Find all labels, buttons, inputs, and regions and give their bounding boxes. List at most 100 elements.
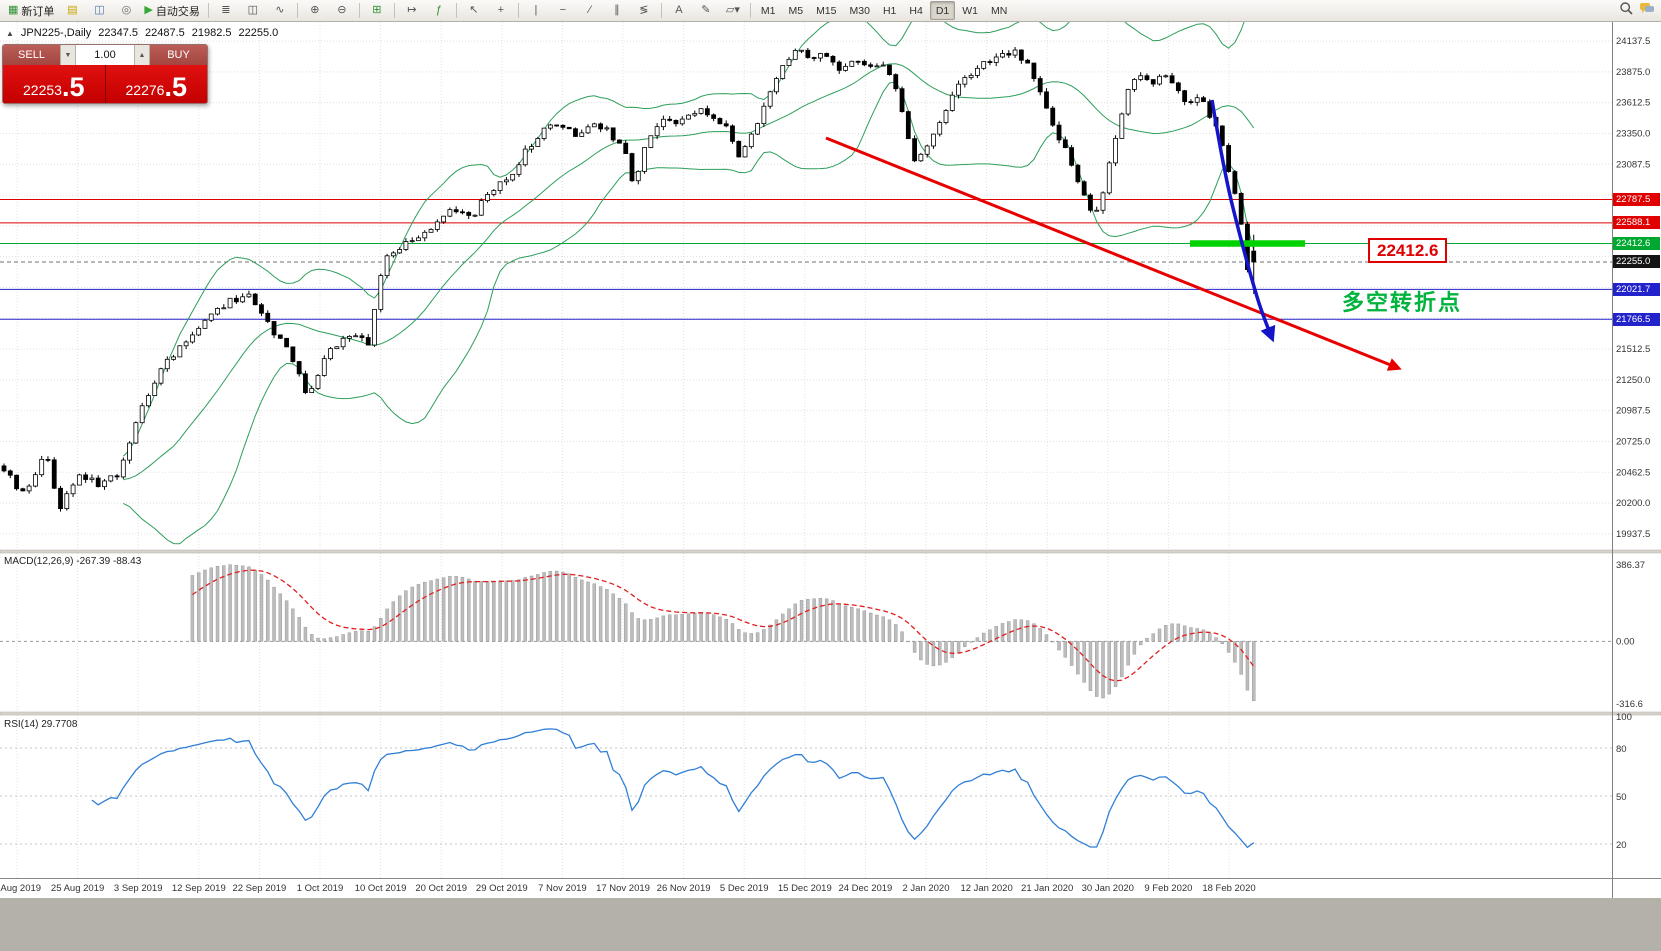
- svg-text:10 Oct 2019: 10 Oct 2019: [355, 883, 407, 894]
- indicators-button[interactable]: ƒ: [426, 1, 452, 21]
- svg-text:20462.5: 20462.5: [1616, 467, 1650, 478]
- timeframe-button-w1[interactable]: W1: [962, 4, 978, 17]
- fibonacci-icon: ≶: [639, 4, 649, 16]
- chart-canvas[interactable]: 5 Aug 2019 25 Aug 2019 3 Sep 2019 12 Sep 20…: [0, 22, 1661, 951]
- cursor-button[interactable]: ↖: [461, 1, 487, 21]
- toolbar-separator: [358, 3, 360, 18]
- line-chart-button[interactable]: ∿: [267, 1, 293, 21]
- toolbar-separator: [660, 3, 662, 18]
- svg-text:29 Oct 2019: 29 Oct 2019: [476, 883, 528, 894]
- search-icon: [1619, 1, 1634, 21]
- lot-size-input[interactable]: 1.00: [76, 45, 134, 65]
- timeframe-button-m30[interactable]: M30: [849, 4, 870, 17]
- one-click-trading-panel: SELL ▼ 1.00 ▲ BUY 22253 .5 22276 .5: [2, 44, 208, 104]
- vertical-line-button[interactable]: |: [523, 1, 549, 21]
- svg-text:23875.0: 23875.0: [1616, 67, 1650, 78]
- svg-text:21512.5: 21512.5: [1616, 344, 1650, 355]
- text-button[interactable]: A: [666, 1, 692, 21]
- search-button[interactable]: [1616, 1, 1636, 21]
- sell-button[interactable]: SELL: [3, 45, 60, 65]
- shapes-dropdown-button[interactable]: ▱▾: [720, 1, 746, 21]
- charts-button[interactable]: ◫: [86, 1, 112, 21]
- bar-chart-button[interactable]: ≣: [213, 1, 239, 21]
- trendline-button[interactable]: ∕: [577, 1, 603, 21]
- price-level-badge: 22021.7: [1613, 282, 1660, 296]
- lot-increase-button[interactable]: ▲: [134, 45, 150, 65]
- navigator-icon: ◎: [121, 4, 132, 16]
- macd-indicator-label: MACD(12,26,9) -267.39 -88.43: [4, 556, 142, 567]
- vertical-line-icon: |: [534, 4, 538, 16]
- chat-bubbles-icon: [1639, 1, 1655, 21]
- svg-text:386.37: 386.37: [1616, 560, 1645, 571]
- indicators-icon: ƒ: [435, 4, 442, 16]
- price-level-badge: 21766.5: [1613, 312, 1660, 326]
- zoom-out-button[interactable]: ⊖: [329, 1, 355, 21]
- charts-icon: ◫: [94, 4, 105, 16]
- svg-text:5 Aug 2019: 5 Aug 2019: [0, 883, 41, 894]
- new-order-button[interactable]: ▦ 新订单: [4, 1, 58, 21]
- sell-price-main: 22253: [23, 82, 62, 98]
- svg-text:24 Dec 2019: 24 Dec 2019: [838, 883, 892, 894]
- auto-trading-icon: ▶: [144, 4, 153, 16]
- auto-scroll-button[interactable]: ↦: [399, 1, 425, 21]
- fibonacci-button[interactable]: ≶: [631, 1, 657, 21]
- svg-text:12 Jan 2020: 12 Jan 2020: [960, 883, 1012, 894]
- buy-button[interactable]: BUY: [150, 45, 207, 65]
- arrows-button[interactable]: ✎: [693, 1, 719, 21]
- timeframe-button-m15[interactable]: M15: [816, 4, 837, 17]
- toolbar-separator: [517, 3, 519, 18]
- market-watch-button[interactable]: ▤: [59, 1, 85, 21]
- navigator-button[interactable]: ◎: [113, 1, 139, 21]
- symbol-ohlc-header: ▲ JPN225-,Daily 22347.5 22487.5 21982.5 …: [6, 27, 278, 39]
- timeframe-button-mn[interactable]: MN: [991, 4, 1008, 17]
- timeframe-button-d1[interactable]: D1: [929, 1, 956, 20]
- svg-text:26 Nov 2019: 26 Nov 2019: [657, 883, 711, 894]
- buy-price-fraction: .5: [164, 72, 187, 102]
- horizontal-line-icon: −: [559, 4, 567, 16]
- svg-text:12 Sep 2019: 12 Sep 2019: [172, 883, 226, 894]
- bar-chart-icon: ≣: [221, 4, 231, 16]
- line-chart-icon: ∿: [275, 4, 285, 16]
- rsi-indicator-label: RSI(14) 29.7708: [4, 719, 78, 730]
- buy-price-button[interactable]: 22276 .5: [105, 65, 207, 103]
- crosshair-button[interactable]: +: [488, 1, 514, 21]
- toolbar-separator: [393, 3, 395, 18]
- sell-price-fraction: .5: [61, 72, 85, 102]
- grid-button[interactable]: ⊞: [364, 1, 390, 21]
- svg-text:5 Dec 2019: 5 Dec 2019: [720, 883, 769, 894]
- community-button[interactable]: [1637, 2, 1657, 20]
- buy-price-main: 22276: [125, 82, 165, 98]
- ohlc-high: 22487.5: [145, 27, 185, 39]
- new-order-icon: ▦: [8, 4, 19, 16]
- zoom-in-button[interactable]: ⊕: [302, 1, 328, 21]
- candlestick-chart-button[interactable]: ◫: [240, 1, 266, 21]
- svg-text:24137.5: 24137.5: [1616, 36, 1650, 47]
- svg-text:23612.5: 23612.5: [1616, 98, 1650, 109]
- toolbar-timeframes-group: M1 M5 M15 M30 H1 H4 D1 W1 MN: [755, 1, 1013, 20]
- svg-text:19937.5: 19937.5: [1616, 529, 1650, 540]
- svg-text:3 Sep 2019: 3 Sep 2019: [114, 883, 163, 894]
- lot-decrease-button[interactable]: ▼: [60, 45, 76, 65]
- new-order-button-label: 新订单: [21, 5, 55, 18]
- timeframe-button-h1[interactable]: H1: [882, 4, 897, 17]
- toolbar-separator: [207, 3, 209, 18]
- arrows-icon: ✎: [701, 4, 711, 16]
- symbol-name: JPN225-,Daily: [20, 27, 92, 39]
- auto-trading-button-label: 自动交易: [155, 5, 200, 18]
- timeframe-button-m5[interactable]: M5: [788, 4, 804, 17]
- auto-trading-button[interactable]: ▶ 自动交易: [140, 1, 203, 21]
- price-level-badge: 22412.6: [1613, 236, 1660, 250]
- sell-price-button[interactable]: 22253 .5: [3, 65, 105, 103]
- svg-text:-316.6: -316.6: [1616, 699, 1643, 710]
- level-price-callout: 22412.6: [1368, 238, 1448, 263]
- cursor-icon: ↖: [469, 4, 479, 16]
- horizontal-line-button[interactable]: −: [550, 1, 576, 21]
- timeframe-button-h4[interactable]: H4: [909, 4, 923, 17]
- svg-text:9 Feb 2020: 9 Feb 2020: [1144, 883, 1192, 894]
- symbol-icon: ▲: [6, 28, 14, 38]
- text-icon: A: [675, 4, 683, 16]
- equidistant-channel-button[interactable]: ∥: [604, 1, 630, 21]
- svg-text:17 Nov 2019: 17 Nov 2019: [596, 883, 650, 894]
- toolbar-separator: [296, 3, 298, 18]
- timeframe-button-m1[interactable]: M1: [760, 4, 776, 17]
